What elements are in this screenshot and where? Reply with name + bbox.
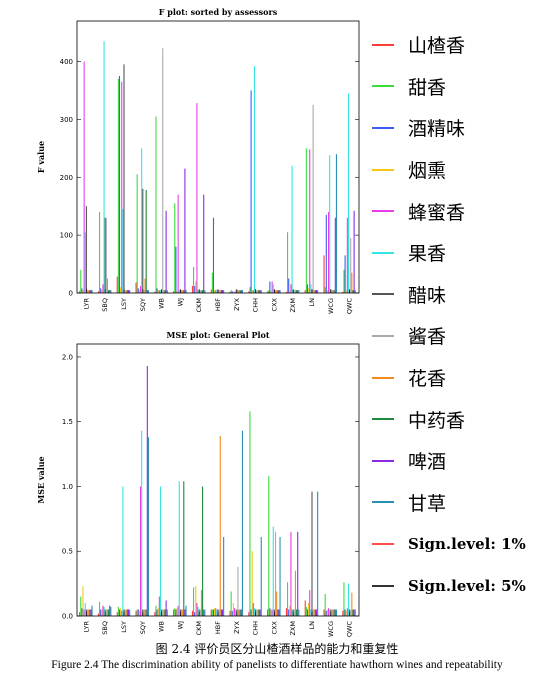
- legend-swatch: [372, 168, 394, 171]
- legend-swatch: [372, 501, 394, 504]
- legend-label: Sign.level: 1%: [408, 534, 526, 553]
- x-tick-label: ZXM: [289, 298, 297, 313]
- legend-label: 甘草: [408, 492, 447, 515]
- legend-swatch: [372, 584, 394, 587]
- x-tick-label: LYR: [82, 621, 90, 633]
- legend-item: Sign.level: 1%: [372, 523, 552, 565]
- legend-item: 山楂香: [372, 24, 552, 66]
- y-tick-label: 400: [60, 58, 73, 66]
- y-tick-label: 100: [60, 232, 73, 240]
- y-tick-label: 200: [60, 174, 73, 182]
- legend-swatch: [372, 542, 394, 545]
- y-tick-label: 2.0: [62, 353, 73, 361]
- legend: 山楂香甜香酒精味烟熏蜂蜜香果香醋味酱香花香中药香啤酒甘草 Sign.level: …: [372, 24, 552, 606]
- legend-label: 果香: [408, 243, 447, 266]
- legend-item: 烟熏: [372, 149, 552, 191]
- legend-label: 中药香: [408, 409, 466, 432]
- legend-swatch: [372, 126, 394, 129]
- x-tick-label: WJ: [176, 298, 184, 306]
- x-tick-label: SBQ: [101, 621, 109, 635]
- legend-item: 啤酒: [372, 440, 552, 482]
- legend-swatch: [372, 293, 394, 296]
- x-tick-label: HBF: [214, 298, 222, 311]
- legend-item: 甘草: [372, 482, 552, 524]
- x-tick-label: WB: [158, 621, 166, 632]
- chart-title: F plot: sorted by assessors: [159, 7, 278, 17]
- x-tick-label: QWC: [346, 298, 354, 315]
- x-tick-label: ZYX: [233, 297, 241, 310]
- x-tick-label: LN: [308, 298, 316, 307]
- legend-item: 果香: [372, 232, 552, 274]
- legend-swatch: [372, 43, 394, 46]
- x-tick-label: WB: [158, 298, 166, 309]
- chart-title: MSE plot: General Plot: [166, 330, 269, 340]
- x-tick-label: WCG: [327, 298, 335, 314]
- x-tick-label: LSY: [120, 621, 128, 633]
- x-tick-label: CHH: [252, 621, 260, 635]
- legend-swatch: [372, 459, 394, 462]
- figure-canvas: F plot: sorted by assessors F value 0 100 20…: [36, 7, 360, 638]
- x-tick-label: SBQ: [101, 298, 109, 312]
- x-tick-label: CKM: [195, 298, 203, 312]
- x-tick-label: SQY: [139, 298, 147, 311]
- legend-label: 蜂蜜香: [408, 201, 466, 224]
- legend-item: 花香: [372, 357, 552, 399]
- y-tick-label: 1.0: [62, 483, 73, 491]
- y-tick-label: 0: [69, 290, 73, 298]
- legend-item: 蜂蜜香: [372, 190, 552, 232]
- x-tick-label: LSY: [120, 298, 128, 310]
- legend-item: 中药香: [372, 398, 552, 440]
- x-tick-label: WCG: [327, 621, 335, 637]
- legend-swatch: [372, 376, 394, 379]
- y-tick-label: 300: [60, 116, 73, 124]
- legend-swatch: [372, 251, 394, 254]
- y-tick-label: 0.5: [62, 548, 73, 556]
- x-tick-label: LYR: [82, 298, 90, 310]
- y-tick-label: 1.5: [62, 418, 73, 426]
- x-tick-label: ZXM: [289, 621, 297, 636]
- caption-english: Figure 2.4 The discrimination ability of…: [51, 659, 503, 671]
- x-tick-label: SQY: [139, 621, 147, 634]
- plot-frame: [76, 20, 360, 294]
- legend-item: 甜香: [372, 66, 552, 108]
- legend-label: 烟熏: [408, 160, 447, 183]
- legend-label: 醋味: [408, 284, 447, 307]
- legend-item: Sign.level: 5%: [372, 565, 552, 607]
- legend-swatch: [372, 210, 394, 213]
- x-tick-label: CXX: [270, 620, 278, 634]
- legend-label: 花香: [408, 368, 447, 391]
- x-tick-label: ZYX: [233, 620, 241, 633]
- legend-label: 山楂香: [408, 35, 466, 58]
- y-axis-label: F value: [36, 141, 46, 173]
- legend-label: 甜香: [408, 76, 447, 99]
- legend-item: 酱香: [372, 315, 552, 357]
- legend-swatch: [372, 334, 394, 337]
- legend-label: 啤酒: [408, 451, 447, 474]
- y-axis-label: MSE value: [36, 456, 46, 503]
- legend-item: 酒精味: [372, 107, 552, 149]
- x-tick-label: HBF: [214, 621, 222, 634]
- x-tick-label: CHH: [252, 298, 260, 312]
- x-tick-label: WJ: [176, 621, 184, 629]
- y-tick-label: 0.0: [62, 613, 73, 621]
- x-tick-label: CKM: [195, 621, 203, 635]
- legend-label: Sign.level: 5%: [408, 576, 526, 595]
- caption-chinese: 图 2.4 评价员区分山楂酒样品的能力和重复性: [155, 642, 399, 656]
- x-tick-label: LN: [308, 621, 316, 630]
- legend-swatch: [372, 85, 394, 88]
- legend-swatch: [372, 418, 394, 421]
- plot-frame: [76, 343, 360, 617]
- x-tick-label: QWC: [346, 621, 354, 638]
- legend-label: 酱香: [408, 326, 447, 349]
- legend-label: 酒精味: [408, 118, 466, 141]
- x-tick-label: CXX: [270, 297, 278, 311]
- legend-item: 醋味: [372, 274, 552, 316]
